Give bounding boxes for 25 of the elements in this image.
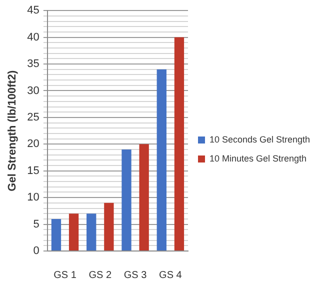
- y-tick-label: 20: [27, 138, 40, 150]
- legend-label: 10 Minutes Gel Strength: [210, 153, 307, 164]
- y-tick-label: 15: [27, 164, 40, 177]
- y-tick-label: 10: [27, 192, 40, 204]
- bar: [104, 202, 114, 250]
- y-tick-label: 35: [27, 58, 40, 70]
- y-tick-label: 0: [33, 245, 40, 258]
- bar: [86, 214, 96, 250]
- bar: [122, 150, 132, 250]
- y-axis-title: Gel Strength (lb/100ft2): [6, 70, 19, 192]
- x-tick-label: GS 3: [124, 270, 148, 281]
- bar: [68, 214, 79, 250]
- y-tick-label: 5: [33, 218, 40, 230]
- y-tick-label: 40: [27, 31, 40, 44]
- bar: [174, 37, 184, 250]
- y-tick-label: 30: [27, 84, 40, 97]
- bar: [51, 218, 62, 250]
- bar: [139, 144, 149, 250]
- y-tick-label: 25: [27, 111, 40, 124]
- x-tick-label: GS 1: [54, 270, 77, 281]
- x-tick-label: GS 2: [88, 270, 112, 281]
- legend-label: 10 Seconds Gel Strength: [210, 134, 310, 144]
- x-tick-label: GS 4: [159, 270, 182, 281]
- bar: [156, 69, 166, 250]
- y-tick-label: 45: [27, 4, 40, 17]
